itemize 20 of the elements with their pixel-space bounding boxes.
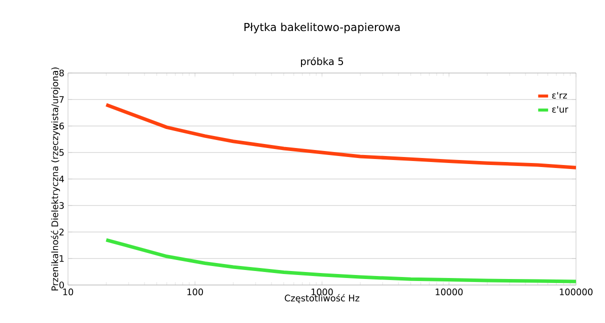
y-axis-title: Przenikalność Dielektryczna (rzeczywista/urojona) [50,68,60,290]
x-tick-label: 1000 [312,288,333,296]
y-tick-label: 8 [59,70,64,76]
y-tick-label: 2 [59,228,64,236]
y-tick-label: 1 [60,255,64,262]
chart-subtitle: próbka 5 [300,56,344,68]
y-tick-label: 4 [59,176,64,182]
legend-label: ε'rz [552,92,567,99]
y-tick-label: 3 [59,202,64,209]
chart-title: Płytka bakelitowo-papierowa [244,22,400,34]
x-tick-label: 100 [187,288,203,296]
y-tick-label: 5 [59,149,64,156]
y-tick-label: 7 [60,96,64,103]
x-tick-label: 100000 [560,288,593,296]
x-tick-label: 10 [63,288,74,296]
legend-label: ε'ur [552,106,568,113]
y-tick-label: 6 [59,122,64,130]
x-tick-label: 10000 [436,288,463,296]
x-axis-title: Częstotliwość Hz [284,294,360,304]
y-tick-label: 0 [59,282,64,288]
